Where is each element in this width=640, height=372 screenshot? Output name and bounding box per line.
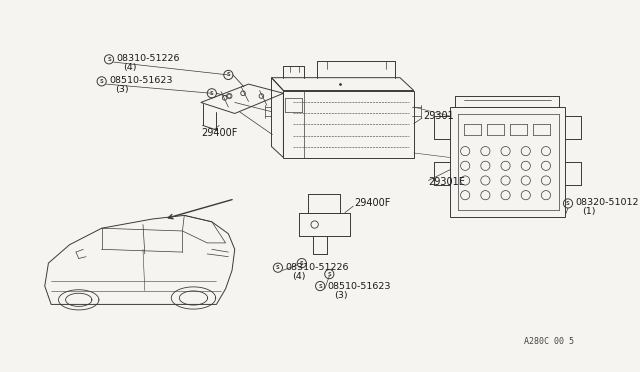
Text: 29400F: 29400F bbox=[354, 198, 390, 208]
Text: S: S bbox=[328, 272, 331, 277]
Text: 08510-51623: 08510-51623 bbox=[109, 76, 173, 85]
Text: 08310-51226: 08310-51226 bbox=[116, 54, 180, 63]
Text: A280C 00 5: A280C 00 5 bbox=[524, 337, 575, 346]
Text: S: S bbox=[566, 201, 570, 206]
Text: 29301: 29301 bbox=[423, 111, 454, 121]
Text: (1): (1) bbox=[582, 207, 595, 216]
Text: 08310-51226: 08310-51226 bbox=[285, 263, 349, 272]
Text: (3): (3) bbox=[334, 291, 348, 300]
Text: 29301E: 29301E bbox=[428, 177, 465, 187]
Text: S: S bbox=[276, 265, 280, 270]
Text: 08510-51623: 08510-51623 bbox=[328, 282, 391, 291]
Text: S: S bbox=[210, 91, 214, 96]
Text: S: S bbox=[100, 79, 104, 84]
Text: (4): (4) bbox=[123, 63, 136, 72]
Text: S: S bbox=[107, 57, 111, 62]
Text: S: S bbox=[227, 73, 230, 77]
Text: 08320-51012: 08320-51012 bbox=[575, 198, 639, 207]
Text: S: S bbox=[300, 261, 303, 266]
Text: (3): (3) bbox=[115, 85, 129, 94]
Text: S: S bbox=[318, 283, 322, 289]
Text: (4): (4) bbox=[292, 272, 305, 281]
Text: 29400F: 29400F bbox=[201, 128, 237, 138]
